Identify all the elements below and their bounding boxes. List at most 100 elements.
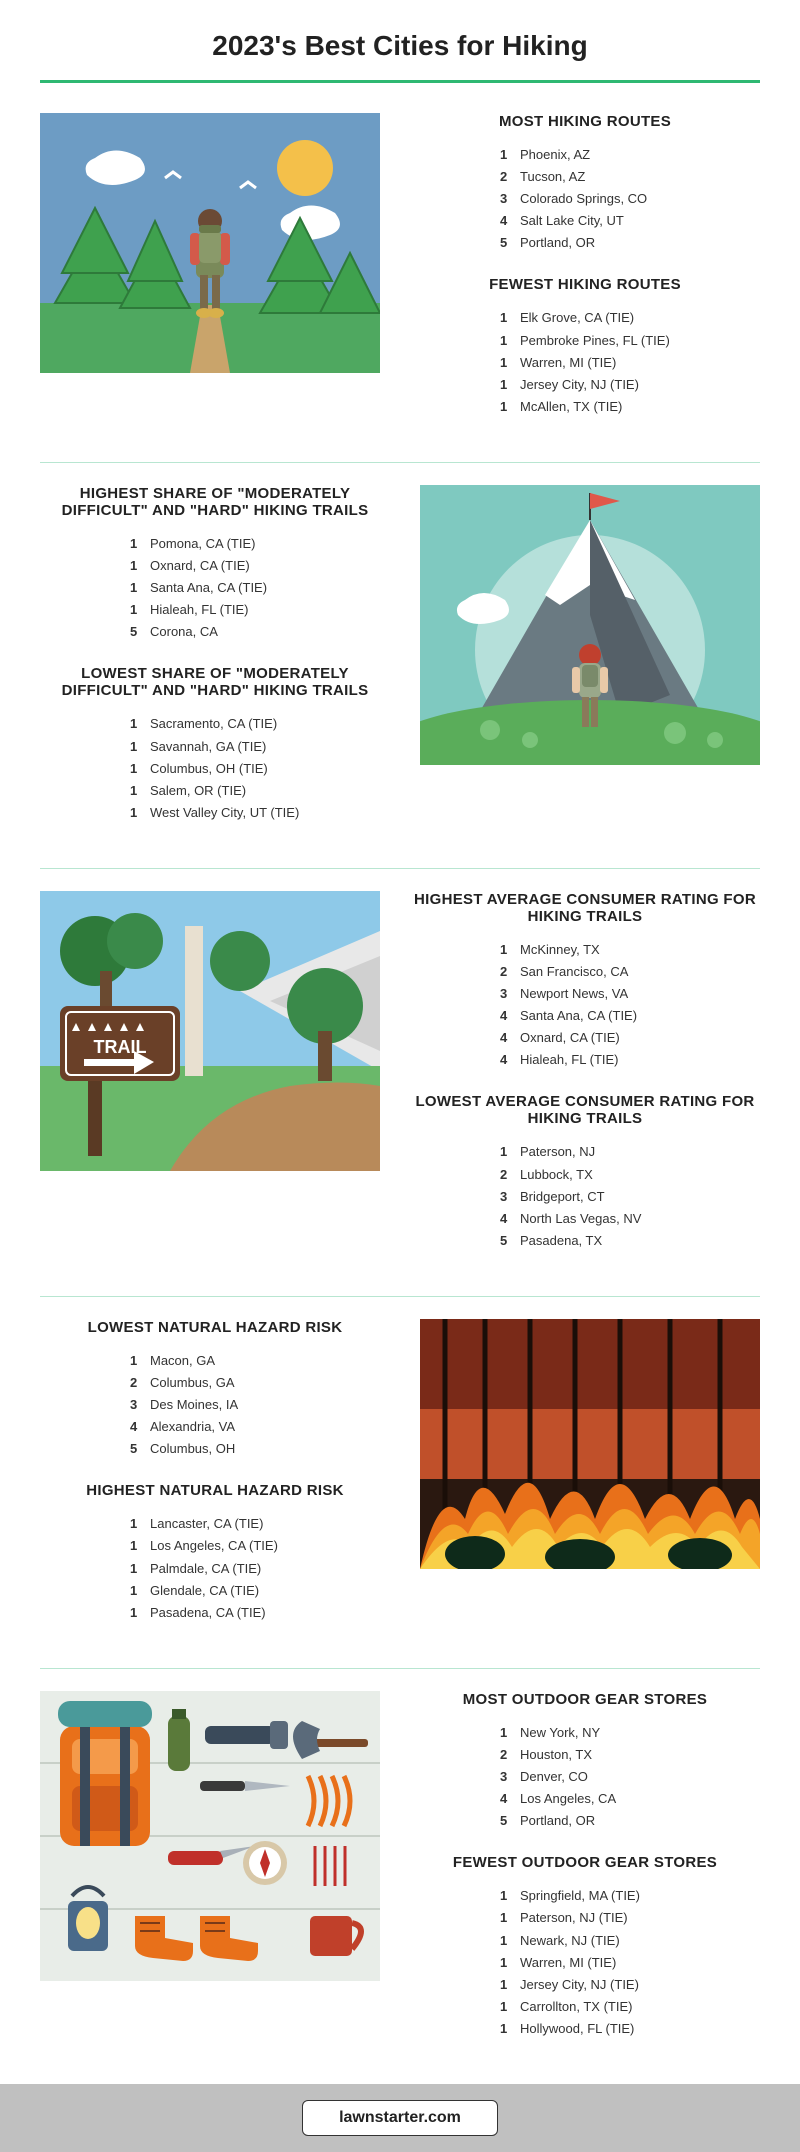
rank-number: 4 (500, 1788, 520, 1810)
rank-number: 1 (500, 1885, 520, 1907)
rank-label: Newark, NJ (TIE) (520, 1930, 620, 1952)
rank-list: 1Pomona, CA (TIE)1Oxnard, CA (TIE)1Santa… (40, 533, 390, 643)
rank-list: 1Macon, GA2Columbus, GA3Des Moines, IA4A… (40, 1350, 390, 1460)
rank-label: Bridgeport, CT (520, 1186, 605, 1208)
list-item: 1Palmdale, CA (TIE) (40, 1558, 390, 1580)
rank-number: 1 (130, 533, 150, 555)
rank-label: Portland, OR (520, 1810, 595, 1832)
rank-label: Salt Lake City, UT (520, 210, 624, 232)
rank-number: 1 (130, 713, 150, 735)
list-item: 2San Francisco, CA (410, 961, 760, 983)
list-item: 3Denver, CO (410, 1766, 760, 1788)
list-item: 4North Las Vegas, NV (410, 1208, 760, 1230)
section-content: LOWEST NATURAL HAZARD RISK 1Macon, GA2Col… (40, 1319, 390, 1646)
rank-number: 4 (500, 1049, 520, 1071)
rank-number: 1 (130, 780, 150, 802)
rank-label: Jersey City, NJ (TIE) (520, 374, 639, 396)
footer-source: lawnstarter.com (302, 2100, 498, 2136)
list-title: LOWEST AVERAGE CONSUMER RATING FOR HIKIN… (410, 1093, 760, 1127)
list-item: 2Lubbock, TX (410, 1164, 760, 1186)
rank-number: 1 (500, 352, 520, 374)
list-item: 1Paterson, NJ (TIE) (410, 1907, 760, 1929)
list-item: 1Glendale, CA (TIE) (40, 1580, 390, 1602)
list-title: LOWEST NATURAL HAZARD RISK (40, 1319, 390, 1336)
list-item: 3Bridgeport, CT (410, 1186, 760, 1208)
rank-number: 1 (500, 307, 520, 329)
list-item: 1Carrollton, TX (TIE) (410, 1996, 760, 2018)
rank-label: Pasadena, CA (TIE) (150, 1602, 266, 1624)
list-block: FEWEST OUTDOOR GEAR STORES1Springfield, … (410, 1854, 760, 2040)
list-block: HIGHEST AVERAGE CONSUMER RATING FOR HIKI… (410, 891, 760, 1072)
section-content: HIGHEST AVERAGE CONSUMER RATING FOR HIKI… (410, 891, 760, 1274)
rank-label: Sacramento, CA (TIE) (150, 713, 277, 735)
list-title: HIGHEST AVERAGE CONSUMER RATING FOR HIKI… (410, 891, 760, 925)
rank-number: 1 (130, 736, 150, 758)
section-divider (40, 1296, 760, 1297)
rank-number: 1 (500, 1907, 520, 1929)
section-divider (40, 1668, 760, 1669)
list-item: 1Warren, MI (TIE) (410, 1952, 760, 1974)
list-item: 1Paterson, NJ (410, 1141, 760, 1163)
rank-list: 1Elk Grove, CA (TIE)1Pembroke Pines, FL … (410, 307, 760, 417)
rank-number: 1 (130, 1558, 150, 1580)
list-item: 2Houston, TX (410, 1744, 760, 1766)
section-divider (40, 462, 760, 463)
rank-number: 3 (500, 983, 520, 1005)
list-title: MOST OUTDOOR GEAR STORES (410, 1691, 760, 1708)
rank-number: 1 (130, 1350, 150, 1372)
section: HIGHEST SHARE OF "MODERATELY DIFFICULT" … (40, 485, 760, 846)
rank-label: Corona, CA (150, 621, 218, 643)
list-item: 4Santa Ana, CA (TIE) (410, 1005, 760, 1027)
gear-flatlay-icon (40, 1691, 380, 1981)
list-block: LOWEST AVERAGE CONSUMER RATING FOR HIKIN… (410, 1093, 760, 1251)
list-item: 1Sacramento, CA (TIE) (40, 713, 390, 735)
list-block: MOST HIKING ROUTES1Phoenix, AZ2Tucson, A… (410, 113, 760, 254)
list-item: 1McKinney, TX (410, 939, 760, 961)
rank-label: New York, NY (520, 1722, 600, 1744)
rank-label: Santa Ana, CA (TIE) (150, 577, 267, 599)
rank-label: Jersey City, NJ (TIE) (520, 1974, 639, 1996)
list-item: 1Lancaster, CA (TIE) (40, 1513, 390, 1535)
rank-number: 1 (130, 802, 150, 824)
rank-number: 1 (500, 1141, 520, 1163)
section: TRAIL HIGHEST AVERAGE CONSUMER RATING FO… (40, 891, 760, 1274)
rank-label: Los Angeles, CA (520, 1788, 616, 1810)
list-item: 2Tucson, AZ (410, 166, 760, 188)
rank-label: Colorado Springs, CO (520, 188, 647, 210)
rank-number: 4 (500, 1027, 520, 1049)
list-block: LOWEST SHARE OF "MODERATELY DIFFICULT" A… (40, 665, 390, 823)
list-item: 4Hialeah, FL (TIE) (410, 1049, 760, 1071)
list-item: 5Portland, OR (410, 232, 760, 254)
rank-label: Houston, TX (520, 1744, 592, 1766)
rank-number: 1 (130, 1602, 150, 1624)
rank-label: Carrollton, TX (TIE) (520, 1996, 632, 2018)
rank-number: 1 (500, 1952, 520, 1974)
rank-list: 1Lancaster, CA (TIE)1Los Angeles, CA (TI… (40, 1513, 390, 1623)
section: MOST HIKING ROUTES1Phoenix, AZ2Tucson, A… (40, 113, 760, 440)
rank-number: 5 (130, 621, 150, 643)
list-item: 1Phoenix, AZ (410, 144, 760, 166)
page-title: 2023's Best Cities for Hiking (40, 30, 760, 62)
rank-number: 5 (500, 1230, 520, 1252)
illustration (40, 1691, 380, 1981)
rank-label: Hialeah, FL (TIE) (520, 1049, 619, 1071)
rank-label: Los Angeles, CA (TIE) (150, 1535, 278, 1557)
rank-label: Pomona, CA (TIE) (150, 533, 255, 555)
rank-label: Warren, MI (TIE) (520, 1952, 616, 1974)
rank-number: 1 (500, 1974, 520, 1996)
rank-number: 1 (130, 758, 150, 780)
list-item: 1Pasadena, CA (TIE) (40, 1602, 390, 1624)
rank-number: 5 (500, 232, 520, 254)
hiker-forest-icon (40, 113, 380, 373)
rank-label: West Valley City, UT (TIE) (150, 802, 299, 824)
rank-label: Des Moines, IA (150, 1394, 238, 1416)
illustration (420, 1319, 760, 1569)
list-block: MOST OUTDOOR GEAR STORES1New York, NY2Ho… (410, 1691, 760, 1832)
rank-label: Oxnard, CA (TIE) (150, 555, 250, 577)
list-item: 1Springfield, MA (TIE) (410, 1885, 760, 1907)
rank-label: Pembroke Pines, FL (TIE) (520, 330, 670, 352)
rank-label: Newport News, VA (520, 983, 628, 1005)
footer: lawnstarter.com (0, 2084, 800, 2152)
rank-label: North Las Vegas, NV (520, 1208, 641, 1230)
list-item: 5Pasadena, TX (410, 1230, 760, 1252)
